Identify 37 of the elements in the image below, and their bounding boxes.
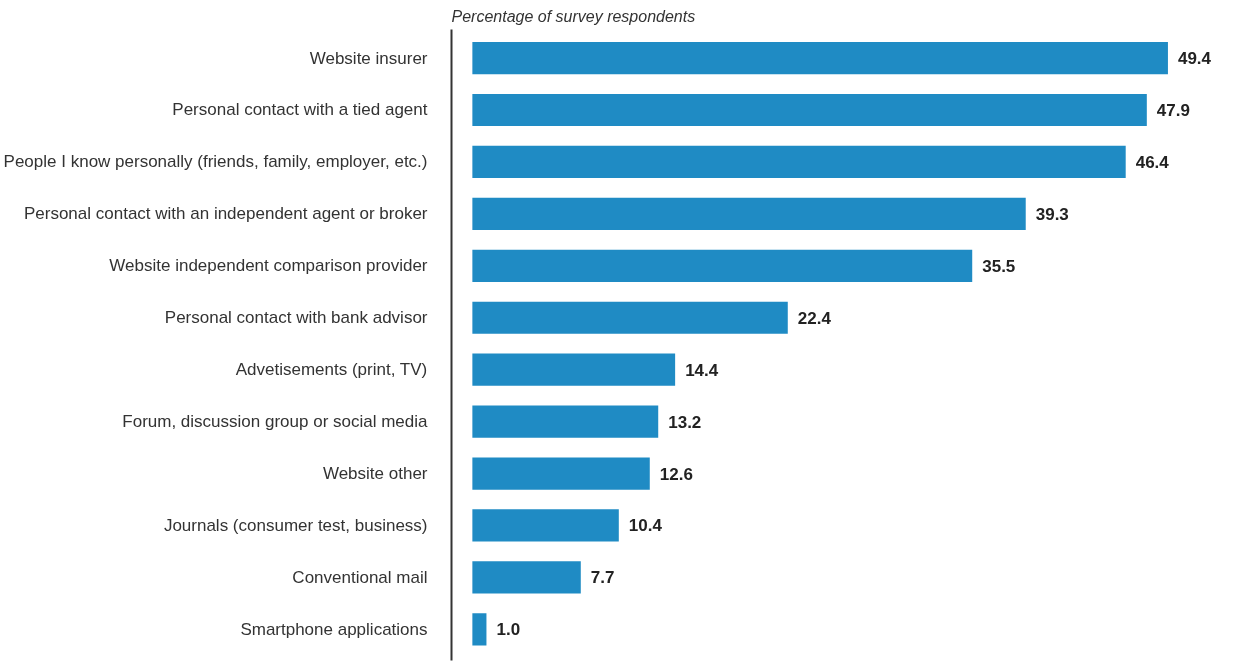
- bar: [472, 561, 581, 594]
- bar: [472, 145, 1126, 179]
- bar: [472, 457, 650, 490]
- data-label: 12.6: [659, 464, 693, 484]
- y-tick-label: Conventional mail: [292, 567, 428, 587]
- data-label: 49.4: [1177, 49, 1212, 69]
- data-label: 7.7: [590, 568, 615, 588]
- y-tick-label: Journals (consumer test, business): [163, 515, 428, 535]
- data-label: 13.2: [668, 412, 702, 432]
- data-label: 10.4: [628, 516, 663, 536]
- y-tick-label: Personal contact with bank advisor: [164, 308, 428, 328]
- y-tick-label: Personal contact with an independent agent or broker: [23, 204, 428, 224]
- data-label: 14.4: [685, 360, 719, 380]
- y-tick-label: Website other: [322, 464, 428, 484]
- bar: [472, 93, 1147, 127]
- bar: [472, 353, 676, 386]
- data-label: 39.3: [1035, 204, 1069, 224]
- chart-subtitle: Percentage of survey respondents: [451, 7, 696, 25]
- bar: [472, 249, 973, 282]
- bar: [472, 301, 788, 334]
- y-tick-label: Forum, discussion group or social media: [122, 412, 429, 432]
- y-tick-label: Advetisements (print, TV): [235, 360, 428, 380]
- bar: [472, 41, 1168, 75]
- y-tick-label: Smartphone applications: [240, 619, 428, 639]
- data-label: 22.4: [797, 308, 832, 328]
- bar: [472, 509, 619, 542]
- data-label: 1.0: [496, 620, 521, 640]
- data-label: 47.9: [1156, 101, 1190, 120]
- y-tick-label: Website independent comparison provider: [109, 256, 428, 276]
- bar: [472, 613, 487, 646]
- data-label: 35.5: [982, 256, 1016, 276]
- bar: [472, 197, 1026, 230]
- y-tick-label: Personal contact with a tied agent: [172, 100, 428, 120]
- y-tick-label: Website insurer: [309, 48, 428, 68]
- data-label: 46.4: [1135, 152, 1170, 172]
- y-tick-label: People I know personally (friends, family, employer, etc.): [3, 152, 428, 172]
- bar: [472, 405, 659, 438]
